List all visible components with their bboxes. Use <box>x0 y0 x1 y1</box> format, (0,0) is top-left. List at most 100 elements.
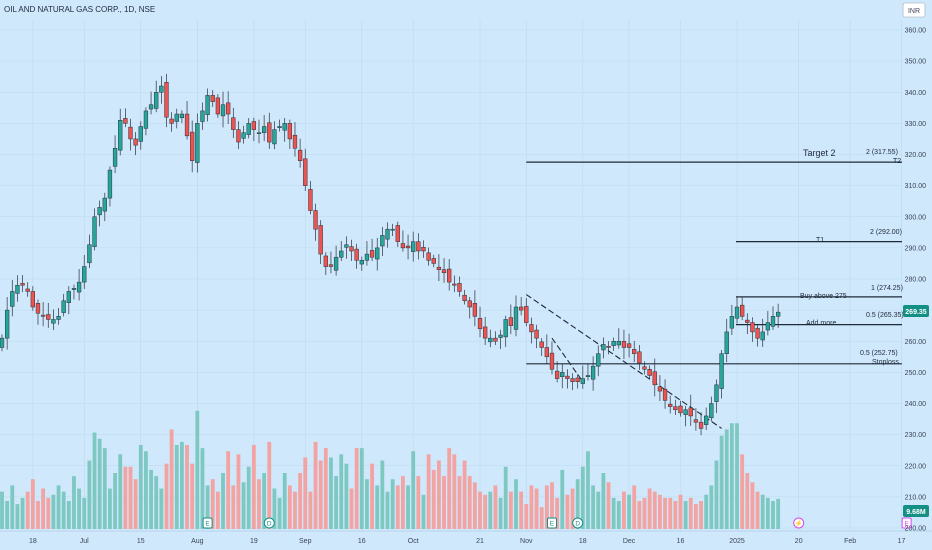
volume-bar <box>637 501 642 529</box>
candle-body <box>647 369 652 376</box>
candle-body <box>277 126 282 128</box>
candle-body <box>303 158 308 186</box>
candle-body <box>359 260 364 265</box>
dividend-event-icon[interactable] <box>263 517 275 529</box>
time-tick-label: 17 <box>898 538 906 545</box>
volume-bar <box>128 466 133 529</box>
volume-bar <box>323 448 328 529</box>
last-price-label: 269.35 <box>905 309 927 316</box>
add-more-label: Add more <box>806 320 836 327</box>
candle-body <box>226 102 231 115</box>
earnings-event-letter: E <box>550 521 555 528</box>
volume-bar <box>282 473 287 529</box>
candle-body <box>673 406 678 410</box>
price-tick-label: 220.00 <box>905 463 927 470</box>
volume-bar <box>180 441 184 529</box>
candle-body <box>518 306 524 311</box>
volume-bar <box>709 485 714 529</box>
candle-body <box>349 246 354 252</box>
fib-1-label: 1 (274.25) <box>871 285 903 292</box>
volume-bar <box>642 497 647 529</box>
time-tick-label: Oct <box>408 538 419 545</box>
volume-bar <box>580 466 585 529</box>
volume-bar <box>776 498 781 529</box>
volume-bar <box>267 441 272 529</box>
candle-body <box>477 317 483 330</box>
volume-bar <box>704 494 709 529</box>
dividend-event-icon[interactable] <box>572 517 584 529</box>
volume-bar <box>15 504 20 529</box>
volume-bar <box>668 497 673 529</box>
volume-bar <box>190 463 195 529</box>
dividend-event-letter: D <box>575 521 580 528</box>
volume-bar <box>467 476 472 529</box>
volume-bar <box>241 482 246 529</box>
volume-bar <box>221 473 225 529</box>
volume-bar <box>483 494 488 529</box>
volume-bar <box>185 445 189 529</box>
earnings-event-letter: E <box>205 521 210 528</box>
time-tick-label: 18 <box>579 538 587 545</box>
candle-body <box>400 243 406 249</box>
candle-body <box>354 248 359 261</box>
candle-body <box>344 244 349 248</box>
candle-body <box>313 210 318 230</box>
candle-body <box>133 138 138 146</box>
currency-button[interactable] <box>902 2 926 18</box>
candle-body <box>704 415 709 425</box>
candle-body <box>375 247 380 260</box>
volume-bar <box>652 491 657 529</box>
candle-body <box>292 134 298 149</box>
volume-bar <box>673 501 678 529</box>
volume-bar <box>745 473 750 529</box>
candle-body <box>411 241 416 252</box>
event-markers[interactable]: E D E D ⚡ E <box>202 517 912 529</box>
volume-bar <box>318 460 323 529</box>
candle-body <box>215 97 221 115</box>
candle-body <box>585 375 591 377</box>
candle-body <box>184 113 190 137</box>
buy-above-label: Buy above 275 <box>800 293 847 300</box>
volume-bar <box>498 497 503 529</box>
volume-bar <box>370 463 374 529</box>
earnings-event-icon[interactable] <box>202 517 213 529</box>
time-axis[interactable]: 18 Jul 15 Aug 19 Sep 16 Oct 21 Nov 18 Dec 16 2025 20 Fe… <box>0 530 932 545</box>
candles <box>0 73 781 436</box>
volume-bar <box>380 460 385 529</box>
volume-bar <box>519 491 524 529</box>
candle-body <box>308 189 313 211</box>
earnings-event-icon[interactable] <box>901 517 912 529</box>
candle-body <box>256 132 262 134</box>
candle-body <box>657 386 663 392</box>
candle-body <box>724 331 729 354</box>
volume-bar <box>570 488 575 529</box>
candle-body <box>483 326 488 339</box>
volume-bar <box>231 485 236 529</box>
time-tick-label: Jul <box>80 538 89 545</box>
volume-bar <box>108 488 112 529</box>
volume-bar <box>174 445 179 529</box>
volume-bar <box>226 451 231 529</box>
split-event-icon[interactable] <box>793 517 805 529</box>
candle-body <box>714 384 719 402</box>
target2-label: Target 2 <box>803 148 836 158</box>
fib-05-mid-label: 0.5 (265.35) <box>866 312 904 319</box>
volume-bar <box>36 501 40 529</box>
t2-label: T2 <box>893 158 901 165</box>
candle-body <box>66 291 71 303</box>
candle-body <box>570 378 575 382</box>
volume-bar <box>601 473 606 529</box>
volume-bar <box>82 497 87 529</box>
candle-body <box>688 407 693 417</box>
price-axis[interactable]: 200.00 210.00 220.00 230.00 240.00 250.00 260.… <box>905 28 927 533</box>
time-tick-label: 18 <box>29 538 37 545</box>
volume-bar <box>560 469 565 529</box>
volume-bar <box>154 476 159 529</box>
earnings-event-icon[interactable] <box>546 517 557 529</box>
volume-bar <box>622 491 626 529</box>
volume-bar <box>447 448 452 529</box>
candle-body <box>698 421 704 429</box>
candle-body <box>179 113 185 119</box>
volume-bar <box>431 469 436 529</box>
